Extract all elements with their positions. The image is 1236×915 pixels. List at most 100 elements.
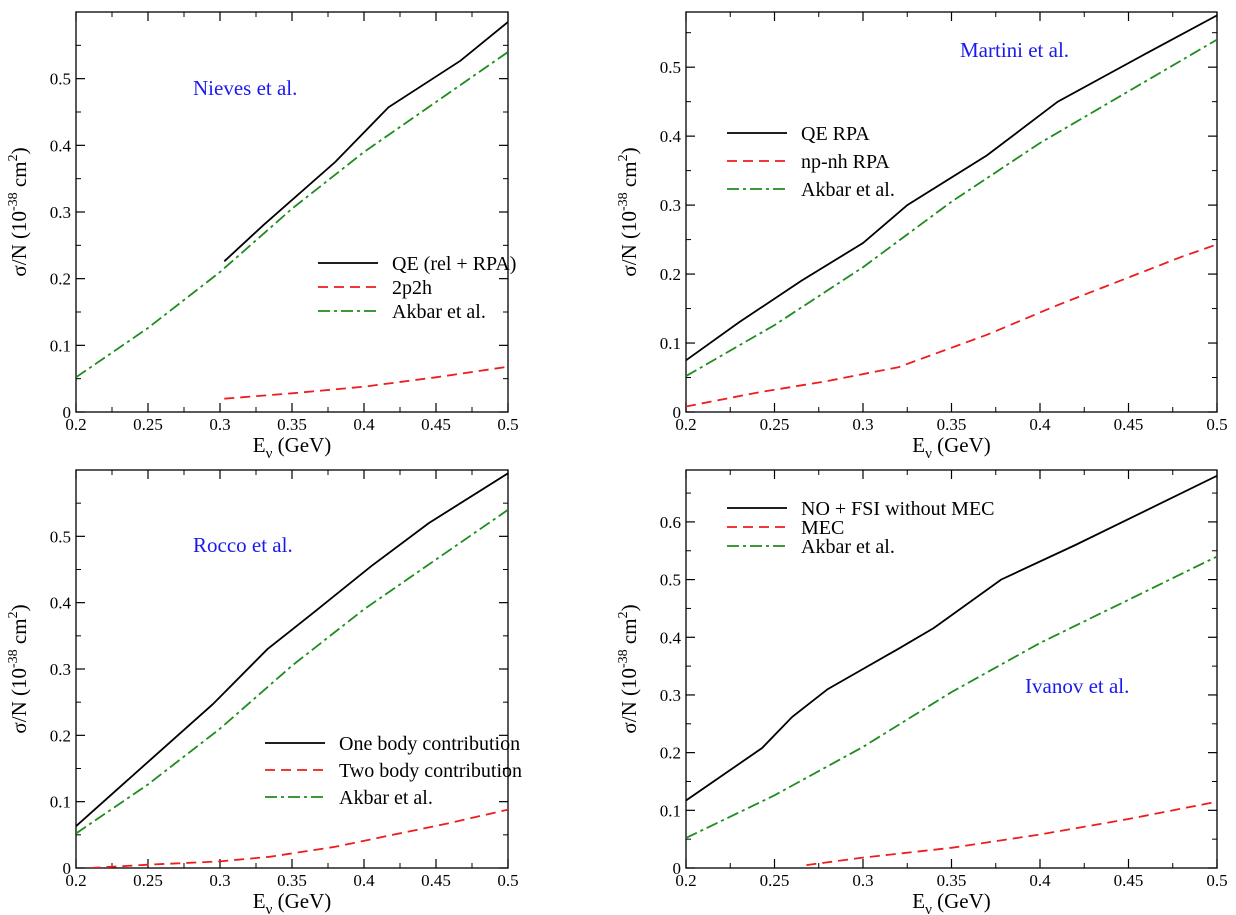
y-axis-label-exp: -38 bbox=[6, 649, 21, 668]
x-axis-label: Eν (GeV) bbox=[912, 889, 991, 915]
x-axis-label-sub: ν bbox=[925, 902, 932, 915]
x-axis-label: Eν (GeV) bbox=[912, 433, 991, 462]
x-tick-label: 0.3 bbox=[852, 871, 873, 890]
x-tick-label: 0.25 bbox=[760, 415, 790, 434]
x-axis-label-main: E bbox=[253, 889, 266, 913]
model-annotation: Nieves et al. bbox=[193, 76, 297, 100]
series-line-2 bbox=[806, 800, 1217, 866]
series-line-2 bbox=[686, 243, 1217, 408]
x-axis-label-main: E bbox=[912, 889, 925, 913]
y-axis-label-mid: cm bbox=[7, 161, 31, 192]
legend-label-2: np-nh RPA bbox=[801, 151, 890, 173]
x-axis-label-unit: (GeV) bbox=[272, 889, 331, 913]
series-line-3 bbox=[76, 509, 508, 835]
y-tick-label: 0.2 bbox=[50, 270, 71, 289]
y-axis-label-main: σ/N (10 bbox=[617, 211, 641, 277]
y-tick-label: 0.1 bbox=[50, 336, 71, 355]
x-tick-label: 0.3 bbox=[852, 415, 873, 434]
chart-panel-4: 0.2 0.25 0.3 0.35 0.4 0.45 0.5 0 0.1 0.2 0.3 0.4 0.5… bbox=[616, 469, 1228, 915]
y-axis-label-end: ) bbox=[7, 147, 31, 154]
x-tick-label: 0.3 bbox=[209, 415, 230, 434]
y-tick-label: 0 bbox=[673, 859, 682, 878]
x-tick-label: 0.45 bbox=[421, 871, 451, 890]
x-tick-label: 0.25 bbox=[133, 415, 163, 434]
y-tick-label: 0 bbox=[673, 403, 682, 422]
x-tick-label: 0.2 bbox=[65, 871, 86, 890]
x-tick-label: 0.35 bbox=[277, 871, 307, 890]
x-axis-label-unit: (GeV) bbox=[932, 433, 991, 457]
y-tick-label: 0.2 bbox=[50, 726, 71, 745]
y-axis-label-mid: cm bbox=[617, 161, 641, 192]
y-tick-label: 0.2 bbox=[660, 744, 681, 763]
x-axis-label-main: E bbox=[253, 433, 266, 457]
y-axis-label-end: ) bbox=[617, 147, 641, 154]
legend-label-1: NO + FSI without MEC bbox=[801, 498, 995, 520]
series-line-3 bbox=[76, 51, 508, 379]
series-line-1 bbox=[686, 474, 1217, 802]
y-tick-label: 0.1 bbox=[660, 801, 681, 820]
y-axis-label-mid: cm bbox=[617, 618, 641, 649]
x-axis-label-sub: ν bbox=[266, 902, 273, 915]
legend-label-1: QE (rel + RPA) bbox=[392, 253, 516, 275]
plot-frame bbox=[685, 11, 1218, 413]
legend-label-3: Akbar et al. bbox=[801, 179, 895, 201]
x-tick-label: 0.25 bbox=[760, 871, 790, 890]
series-line-1 bbox=[686, 14, 1217, 362]
y-axis-label-main: σ/N (10 bbox=[617, 668, 641, 734]
y-axis-label-exp2: 2 bbox=[6, 154, 21, 161]
x-axis-label-main: E bbox=[912, 433, 925, 457]
series-line-2 bbox=[90, 808, 508, 868]
legend-label-2: Two body contribution bbox=[339, 760, 522, 782]
plot-frame bbox=[685, 469, 1218, 869]
legend-label-3: Akbar et al. bbox=[801, 536, 895, 558]
x-tick-label: 0.4 bbox=[353, 871, 375, 890]
x-tick-label: 0.45 bbox=[421, 415, 451, 434]
y-tick-label: 0.1 bbox=[660, 334, 681, 353]
x-tick-label: 0.4 bbox=[353, 415, 375, 434]
x-tick-label: 0.5 bbox=[1206, 415, 1227, 434]
y-axis-label: σ/N (10-38 cm2) bbox=[6, 147, 31, 276]
legend-label-1: QE RPA bbox=[801, 123, 870, 145]
legend-label-3: Akbar et al. bbox=[392, 301, 486, 323]
y-tick-label: 0.3 bbox=[50, 203, 71, 222]
x-tick-label: 0.4 bbox=[1029, 415, 1051, 434]
model-annotation: Ivanov et al. bbox=[1025, 674, 1129, 698]
x-tick-label: 0.2 bbox=[675, 415, 696, 434]
model-annotation: Rocco et al. bbox=[193, 533, 293, 557]
x-axis-label-sub: ν bbox=[925, 446, 932, 462]
y-axis-label-main: σ/N (10 bbox=[7, 668, 31, 734]
y-tick-label: 0.1 bbox=[50, 793, 71, 812]
x-tick-label: 0.25 bbox=[133, 871, 163, 890]
chart-panel-3: 0.2 0.25 0.3 0.35 0.4 0.45 0.5 0 0.1 0.2 0.3 0.4 0.5… bbox=[6, 469, 522, 915]
y-axis-label-end: ) bbox=[617, 604, 641, 611]
y-axis-label-exp2: 2 bbox=[616, 611, 631, 618]
y-axis-label-exp: -38 bbox=[6, 192, 21, 211]
y-axis-label-exp2: 2 bbox=[616, 154, 631, 161]
x-tick-label: 0.35 bbox=[937, 415, 967, 434]
legend-label-2: MEC bbox=[801, 517, 844, 539]
x-tick-label: 0.45 bbox=[1114, 415, 1144, 434]
x-tick-label: 0.35 bbox=[277, 415, 307, 434]
y-tick-label: 0.4 bbox=[660, 628, 682, 647]
x-tick-label: 0.3 bbox=[209, 871, 230, 890]
y-tick-label: 0.3 bbox=[50, 660, 71, 679]
series-line-1 bbox=[223, 21, 508, 262]
y-axis-label-exp: -38 bbox=[616, 649, 631, 668]
legend-label-1: One body contribution bbox=[339, 733, 520, 755]
y-tick-label: 0.3 bbox=[660, 196, 681, 215]
model-annotation: Martini et al. bbox=[960, 38, 1069, 62]
chart-panel-1: 0.2 0.25 0.3 0.35 0.4 0.45 0.5 0 0.1 0.2 0.3 0.4 0.5… bbox=[6, 11, 519, 462]
x-axis-label: Eν (GeV) bbox=[253, 433, 332, 462]
y-tick-label: 0.4 bbox=[50, 594, 72, 613]
x-axis-label: Eν (GeV) bbox=[253, 889, 332, 915]
y-axis-label-main: σ/N (10 bbox=[7, 211, 31, 277]
y-axis-label-mid: cm bbox=[7, 618, 31, 649]
y-tick-label: 0.5 bbox=[50, 527, 71, 546]
y-tick-label: 0.4 bbox=[50, 136, 72, 155]
y-tick-label: 0.5 bbox=[660, 571, 681, 590]
x-axis-label-unit: (GeV) bbox=[932, 889, 991, 913]
series-line-2 bbox=[224, 365, 508, 400]
y-tick-label: 0 bbox=[63, 859, 72, 878]
x-tick-label: 0.45 bbox=[1114, 871, 1144, 890]
